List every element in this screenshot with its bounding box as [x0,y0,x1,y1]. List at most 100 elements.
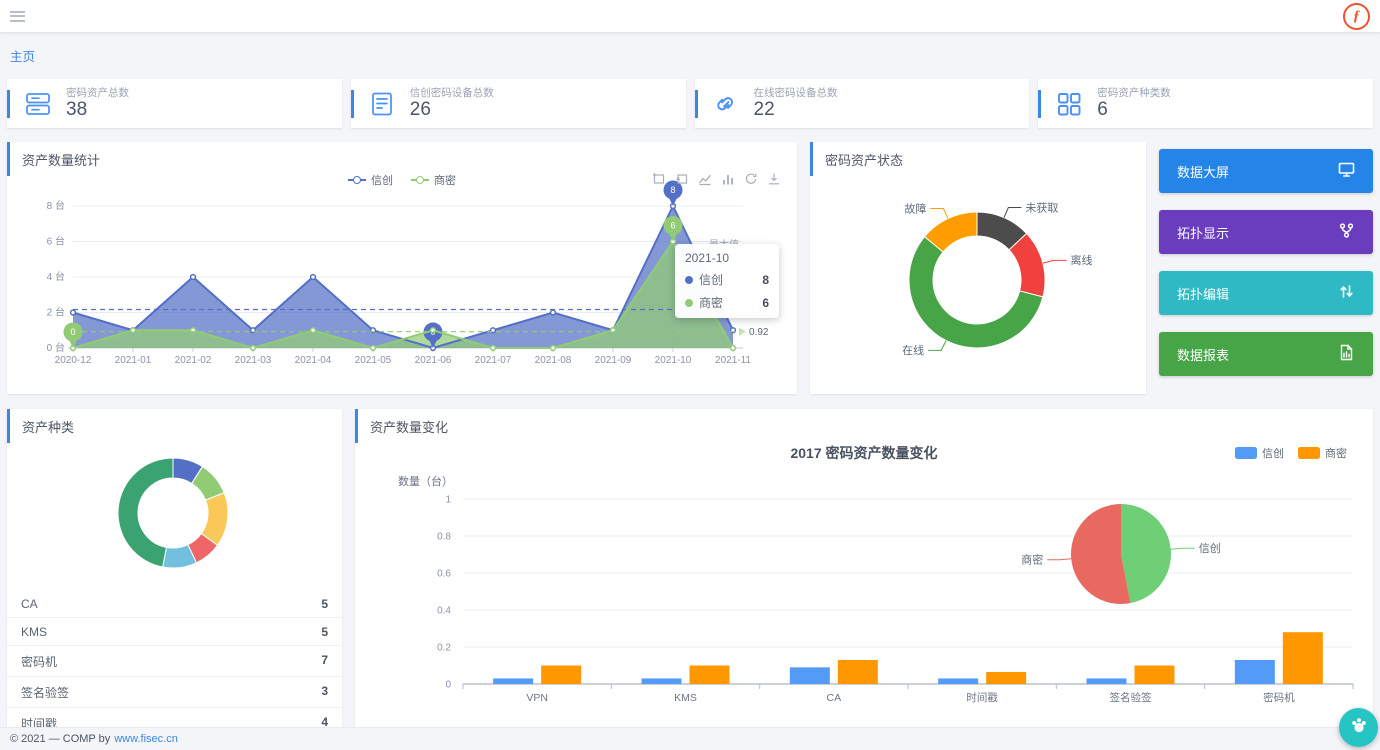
stat-value: 6 [1097,98,1108,120]
asset-category-list: CA 5 KMS 5 密码机 7 签名验签 3 时间戳 4 [7,590,342,739]
footer: © 2021 — COMP by www.fisec.cn [0,727,1380,750]
button-label: 数据大屏 [1177,164,1230,180]
tick-label: 0.2 [437,643,451,654]
status-slice-故障[interactable] [923,211,978,253]
stat-card-online-devices: 在线密码设备总数 22 [694,79,1030,128]
stat-value: 26 [409,98,431,120]
stat-label: 信创密码设备总数 [409,87,494,100]
legend-item-信创[interactable]: 信创 [348,172,393,188]
bar-商密-VPN[interactable] [541,665,582,685]
data-point [549,344,557,352]
chart-toolbox [652,172,781,186]
breadcrumb-home-link[interactable]: 主页 [10,50,36,64]
tick-label: 2021-09 [595,355,632,366]
bar-商密-CA[interactable] [837,659,878,684]
label-leader-line [1003,206,1022,218]
tick-label: 2 台 [47,306,65,319]
save-image-icon[interactable] [767,172,781,186]
status-slice-在线[interactable] [908,235,1044,349]
bar-信创-签名验签[interactable] [1086,678,1127,684]
area-zoom-icon[interactable] [652,172,666,186]
stat-card-xinchuang-devices: 信创密码设备总数 26 [350,79,686,128]
data-point [249,344,257,352]
data-screen-button[interactable]: 数据大屏 [1159,149,1373,193]
breadcrumb: 主页 [0,33,1380,74]
bar-信创-CA[interactable] [789,667,830,684]
slice-label: 故障 [904,201,926,215]
bar-信创-时间戳[interactable] [938,678,979,684]
switch-to-line-icon[interactable] [698,172,712,186]
category-count: 5 [321,625,328,639]
data-report-button[interactable]: 数据报表 [1159,332,1373,376]
panel-title: 资产数量统计 [7,142,797,176]
bar-信创-KMS[interactable] [641,678,682,684]
legend-item-商密[interactable]: 商密 [1298,445,1347,461]
mark-pin [668,197,678,206]
slice-label: 商密 [1021,553,1043,567]
bar-商密-签名验签[interactable] [1134,665,1175,685]
y-axis-name: 数量（台） [398,474,453,488]
legend-label: 信创 [371,175,393,187]
theme-fab-button[interactable] [1339,708,1378,747]
asset-status-panel: 密码资产状态 未获取 离线 在线 故障 [810,142,1146,394]
zoom-reset-icon[interactable] [675,172,689,186]
stat-label: 在线密码设备总数 [753,87,838,100]
slice-label: 信创 [1199,542,1221,555]
copyright-text: © 2021 — COMP by [10,733,111,745]
mark-pin[interactable] [63,322,83,342]
tick-label: 2021-08 [535,355,572,366]
mark-pin[interactable] [663,216,683,235]
bar-商密-时间戳[interactable] [986,671,1027,684]
category-slice-5[interactable] [117,457,174,568]
legend-item-商密[interactable]: 商密 [411,172,456,188]
asset-category-donut-chart[interactable] [7,443,342,585]
topology-icon [1338,222,1355,242]
menu-hamburger-icon[interactable] [10,8,25,24]
restore-icon[interactable] [744,172,758,186]
server-icon [23,89,53,119]
bar-商密-密码机[interactable] [1282,632,1323,684]
bar-信创-密码机[interactable] [1234,659,1275,684]
switch-to-bar-icon[interactable] [721,172,735,186]
quick-actions: 数据大屏 拓扑显示 拓扑编辑 数据报表 [1159,142,1373,376]
tooltip-row: 信创 8 [685,271,769,288]
asset-change-bar-chart[interactable]: 0 0.2 0.4 0.6 0.8 1 数量（台） VPN KMS CA 时间戳 签名验签 密码机 信创商… [355,469,1367,737]
tick-label: 0.4 [437,606,451,617]
asset-category-panel: 资产种类 CA 5 KMS 5 密码机 7 签名验签 3 时间戳 4 [7,409,342,739]
topology-view-button[interactable]: 拓扑显示 [1159,210,1373,254]
report-icon [1338,344,1355,364]
category-list-item: KMS 5 [7,618,342,646]
tick-label: 2021-03 [235,355,272,366]
category-count: 3 [321,684,328,698]
category-name: 密码机 [21,655,58,669]
asset-count-line-chart[interactable]: 0 台 2 台 4 台 6 台 8 台 2020-12 2021-01 2021-02 2021… [21,178,783,380]
tooltip-series-name: 商密 [699,296,724,310]
mark-pin-value: 8 [670,185,675,195]
legend-item-信创[interactable]: 信创 [1235,445,1284,461]
bar-商密-KMS[interactable] [689,665,730,685]
legend-swatch [1235,447,1257,459]
series-line-商密[interactable] [72,239,734,350]
mark-pin[interactable] [663,180,683,200]
stat-card-total-assets: 密码资产总数 38 [7,79,342,128]
inset-pie-slice-信创[interactable] [1121,504,1171,604]
category-name: CA [21,597,38,611]
tooltip-series-value: 8 [762,272,769,287]
tick-label: 0 台 [47,341,65,354]
tooltip-title: 2021-10 [685,251,730,265]
line-chart-legend: 信创 商密 [7,172,797,188]
inset-pie-slice-商密[interactable] [1071,504,1131,604]
legend-label: 信创 [1262,448,1284,460]
stat-card-asset-types: 密码资产种类数 6 [1038,79,1373,128]
fisec-link[interactable]: www.fisec.cn [114,733,178,745]
bar-信创-VPN[interactable] [493,678,534,684]
topology-edit-button[interactable]: 拓扑编辑 [1159,271,1373,315]
stat-value: 38 [66,98,88,120]
stat-label: 密码资产种类数 [1097,87,1171,100]
tooltip-series-value: 6 [762,295,769,310]
tick-label: 8 台 [47,199,65,212]
brand-logo-icon[interactable]: ƒ [1343,2,1370,30]
